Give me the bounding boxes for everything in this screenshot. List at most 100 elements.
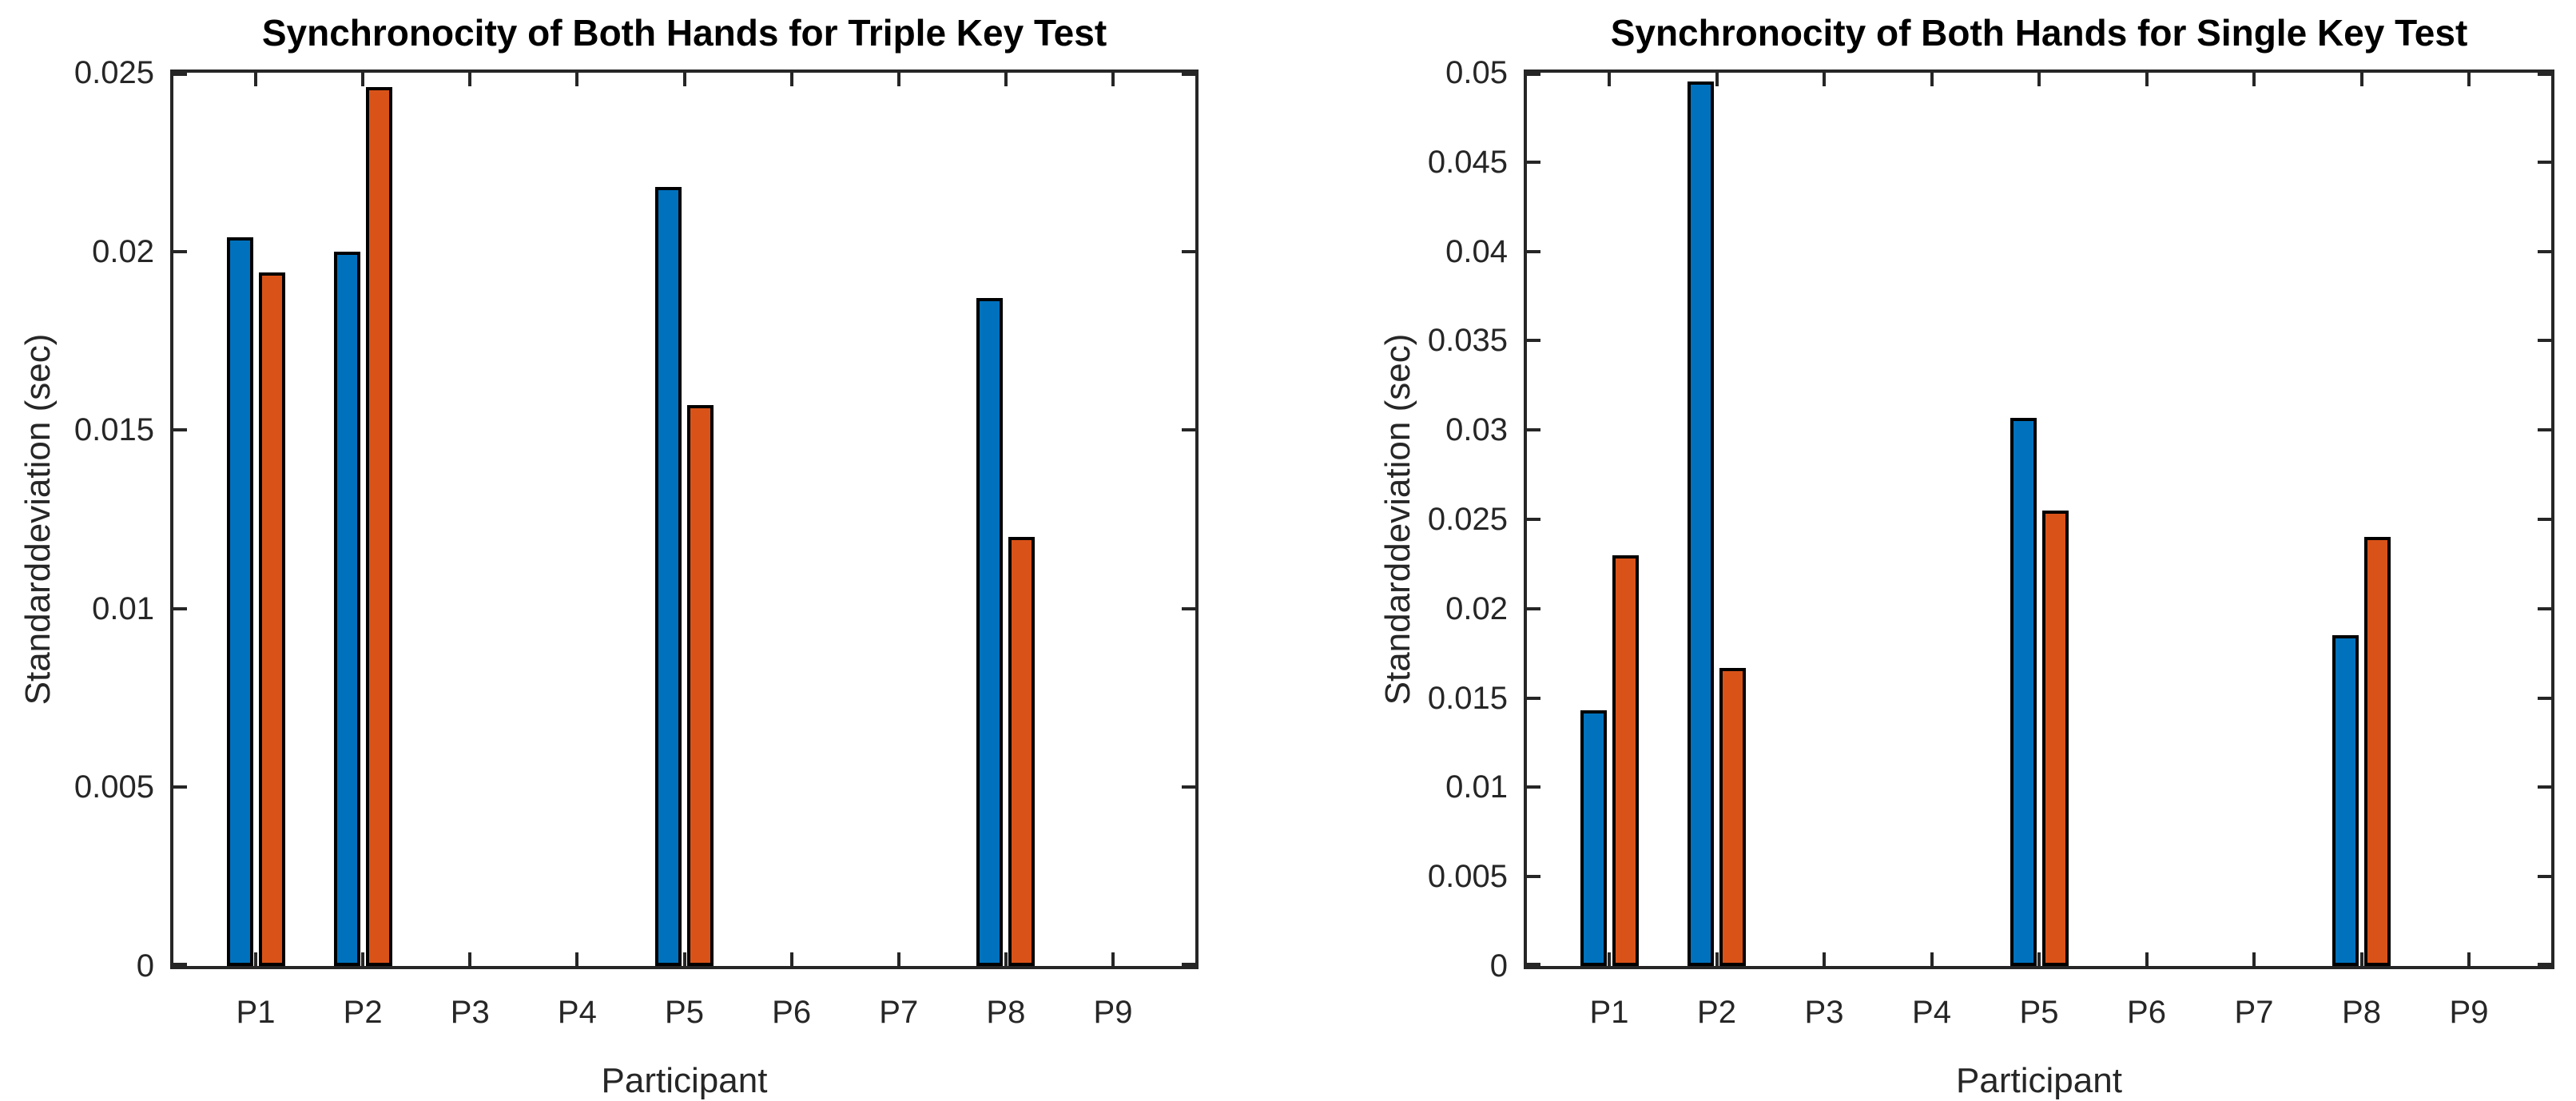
y-tick-mark-right [1182, 785, 1195, 789]
y-tick-label: 0.045 [1427, 144, 1508, 180]
y-tick-label: 0.03 [1445, 412, 1508, 448]
y-tick-mark [1527, 963, 1540, 966]
y-tick-mark-right [2538, 339, 2551, 343]
bar-P8-left-series-blue [976, 298, 1003, 966]
y-tick-label: 0.025 [1427, 502, 1508, 537]
x-tick-mark [1715, 952, 1719, 966]
y-tick-mark-right [1182, 249, 1195, 253]
x-tick-label: P9 [1093, 995, 1133, 1030]
x-tick-mark [1111, 952, 1115, 966]
x-tick-label: P5 [2019, 995, 2059, 1030]
x-tick-label: P2 [343, 995, 383, 1030]
x-tick-mark [682, 952, 686, 966]
bar-P2-right-series-orange [1719, 668, 1746, 966]
x-tick-label: P3 [1804, 995, 1844, 1030]
x-tick-mark [789, 952, 793, 966]
x-tick-label: P1 [1589, 995, 1629, 1030]
bar-P1-right-series-orange [1612, 555, 1639, 966]
single-key-test-chart: Synchronocity of Both Hands for Single K… [1288, 0, 2576, 1100]
x-tick-mark [361, 952, 365, 966]
bar-P8-left-series-blue [2332, 635, 2359, 966]
y-tick-mark-right [1182, 428, 1195, 432]
x-tick-mark [896, 952, 900, 966]
y-tick-mark-right [2538, 963, 2551, 966]
bar-P8-right-series-orange [1008, 537, 1035, 966]
x-tick-label: P4 [557, 995, 597, 1030]
x-tick-mark-top [2037, 73, 2041, 86]
y-tick-mark-right [1182, 606, 1195, 610]
bar-P5-right-series-orange [2042, 511, 2069, 966]
y-tick-mark [173, 428, 187, 432]
bar-P5-left-series-blue [655, 187, 682, 966]
y-tick-mark-right [1182, 73, 1195, 76]
x-tick-mark [2145, 952, 2149, 966]
y-tick-mark-right [2538, 428, 2551, 432]
y-tick-mark [1527, 160, 1540, 164]
x-tick-label: P8 [2342, 995, 2381, 1030]
x-tick-mark-top [1930, 73, 1934, 86]
y-tick-label: 0.02 [1445, 590, 1508, 626]
bar-P5-left-series-blue [2010, 418, 2037, 966]
plot-area [1524, 70, 2554, 969]
y-tick-mark-right [2538, 73, 2551, 76]
x-tick-label: P4 [1912, 995, 1951, 1030]
x-tick-mark-top [1111, 73, 1115, 86]
y-tick-mark [173, 249, 187, 253]
x-tick-mark [468, 952, 472, 966]
bar-P1-left-series-blue [227, 237, 253, 966]
x-tick-label: P2 [1697, 995, 1736, 1030]
y-tick-mark-right [2538, 696, 2551, 700]
x-tick-mark-top [2145, 73, 2149, 86]
x-tick-mark-top [2252, 73, 2256, 86]
x-tick-mark-top [575, 73, 579, 86]
bar-P2-right-series-orange [366, 87, 392, 966]
x-tick-label: P8 [986, 995, 1026, 1030]
y-tick-label: 0.005 [74, 769, 154, 805]
y-tick-label: 0 [1489, 948, 1508, 984]
y-tick-label: 0.02 [92, 233, 154, 269]
x-tick-label: P1 [236, 995, 276, 1030]
x-tick-label: P3 [450, 995, 490, 1030]
x-tick-mark [1823, 952, 1826, 966]
bar-P5-right-series-orange [687, 405, 714, 966]
y-tick-label: 0.05 [1445, 55, 1508, 90]
y-tick-label: 0.015 [1427, 680, 1508, 716]
x-tick-mark [2252, 952, 2256, 966]
x-tick-mark [1004, 952, 1008, 966]
x-tick-label: P6 [772, 995, 812, 1030]
x-tick-mark-top [2467, 73, 2471, 86]
x-tick-label: P9 [2449, 995, 2489, 1030]
x-tick-mark-top [1823, 73, 1826, 86]
y-tick-mark [1527, 428, 1540, 432]
bar-P8-right-series-orange [2364, 537, 2391, 966]
x-axis-label: Participant [1956, 1061, 2122, 1100]
y-tick-mark [173, 606, 187, 610]
x-tick-mark [254, 952, 257, 966]
x-tick-label: P7 [2234, 995, 2274, 1030]
x-tick-mark-top [254, 73, 257, 86]
y-axis-label: Standarddeviation (sec) [18, 333, 58, 706]
x-tick-mark-top [1715, 73, 1719, 86]
triple-key-test-chart: Synchronocity of Both Hands for Triple K… [0, 0, 1288, 1100]
y-tick-mark [1527, 696, 1540, 700]
y-tick-mark [173, 73, 187, 76]
y-tick-mark [1527, 606, 1540, 610]
y-tick-mark [173, 963, 187, 966]
plot-area [170, 70, 1199, 969]
x-tick-label: P6 [2127, 995, 2166, 1030]
y-tick-label: 0.01 [92, 590, 154, 626]
y-tick-label: 0.025 [74, 55, 154, 90]
chart-title: Synchronocity of Both Hands for Triple K… [261, 12, 1107, 54]
y-tick-mark-right [2538, 160, 2551, 164]
bar-P2-left-series-blue [334, 252, 360, 966]
y-tick-mark-right [2538, 606, 2551, 610]
y-tick-label: 0.005 [1427, 859, 1508, 895]
y-tick-mark-right [2538, 785, 2551, 789]
y-tick-mark-right [1182, 963, 1195, 966]
bar-P1-right-series-orange [259, 272, 285, 966]
x-tick-mark-top [1608, 73, 1611, 86]
y-tick-mark [1527, 339, 1540, 343]
y-tick-mark [1527, 785, 1540, 789]
y-tick-mark [1527, 875, 1540, 879]
x-tick-mark-top [468, 73, 472, 86]
